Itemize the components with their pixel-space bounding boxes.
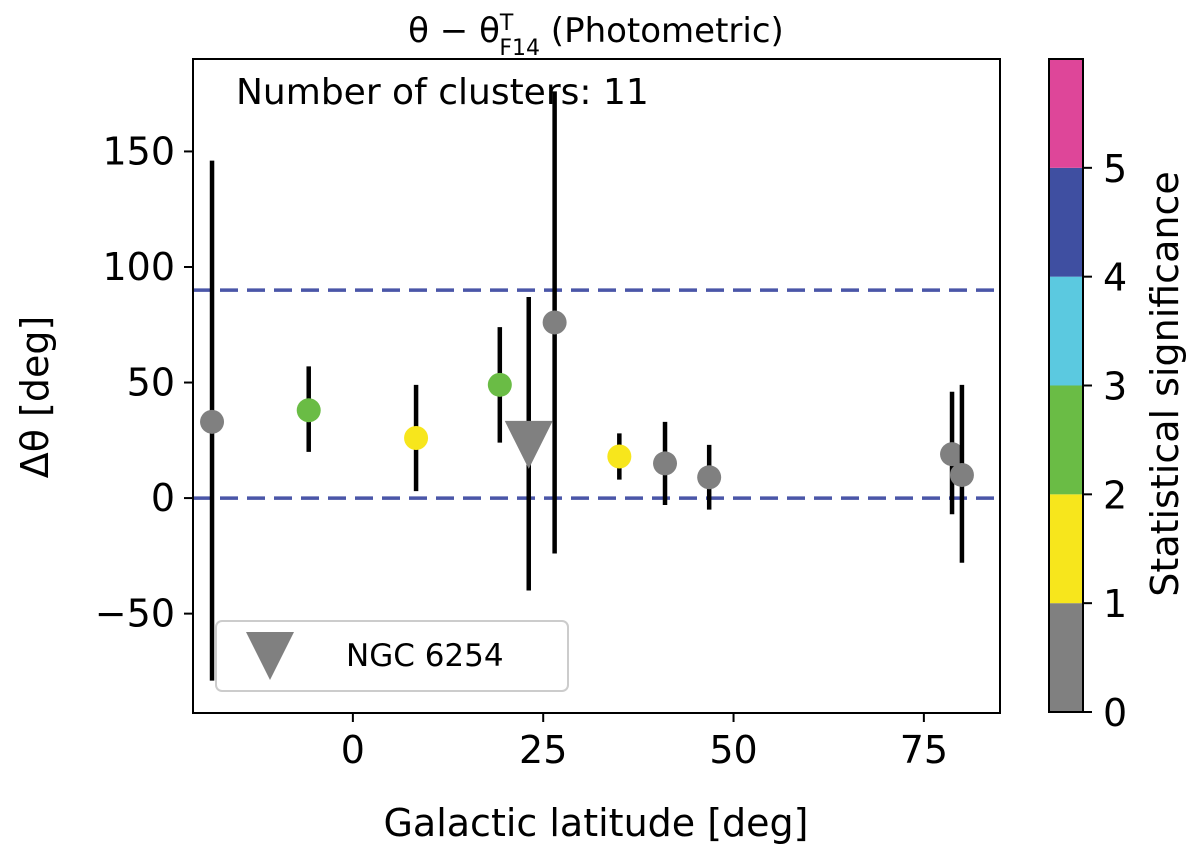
x-tick-label: 25 [519,728,567,772]
colorbar-bin [1049,167,1083,277]
cluster-count-annotation: Number of clusters: 11 [236,72,649,113]
x-tick-label: 75 [900,728,948,772]
x-tick-label: 0 [341,728,365,772]
y-axis-label: Δθ [deg] [13,316,57,479]
data-point [940,442,965,467]
legend-label: NGC 6254 [346,638,504,674]
colorbar-tick-label: 5 [1103,147,1127,191]
colorbar-label: Statistical significance [1143,171,1187,596]
y-tick-label: 0 [151,476,175,520]
x-axis-ticks: 0 25 50 75 [341,713,948,772]
x-tick-label: 50 [709,728,757,772]
colorbar-bin [1049,494,1083,604]
data-points [200,91,974,681]
data-point [404,425,429,450]
colorbar-ticks: 0 1 2 3 4 5 [1083,147,1127,735]
data-point [542,310,567,335]
data-point [697,465,722,490]
y-axis-ticks: −50 0 50 100 150 [95,129,193,636]
colorbar-tick-label: 4 [1103,256,1127,300]
x-axis-label: Galactic latitude [deg] [383,801,808,845]
title-prefix: θ − θ [408,11,500,51]
data-point [653,451,678,476]
plot-frame [192,58,1001,714]
title-suffix: (Photometric) [540,11,784,51]
colorbar [1048,58,1084,713]
y-tick-label: −50 [95,592,175,636]
legend: NGC 6254 [215,620,569,692]
chart-title: θ − θT F14 (Photometric) [408,11,784,61]
colorbar-bin [1049,385,1083,495]
legend-marker-triangle [246,632,294,680]
colorbar-tick-label: 1 [1103,582,1127,626]
data-point [487,372,512,397]
data-point-triangle [504,420,553,469]
data-point [949,462,974,487]
y-tick-label: 50 [127,361,175,405]
colorbar-tick-label: 3 [1103,365,1127,409]
data-point [296,398,321,423]
legend-box [215,620,569,692]
title-subscript: F14 [499,36,540,61]
colorbar-bin [1049,276,1083,386]
colorbar-bin [1049,59,1083,168]
data-point [607,444,632,469]
colorbar-tick-label: 2 [1103,473,1127,517]
colorbar-tick-label: 0 [1103,691,1127,735]
reference-lines [193,288,1000,500]
y-tick-label: 150 [102,129,175,173]
colorbar-bin [1049,603,1083,712]
y-tick-label: 100 [102,245,175,289]
title-superscript: T [499,11,514,36]
data-point [200,409,225,434]
